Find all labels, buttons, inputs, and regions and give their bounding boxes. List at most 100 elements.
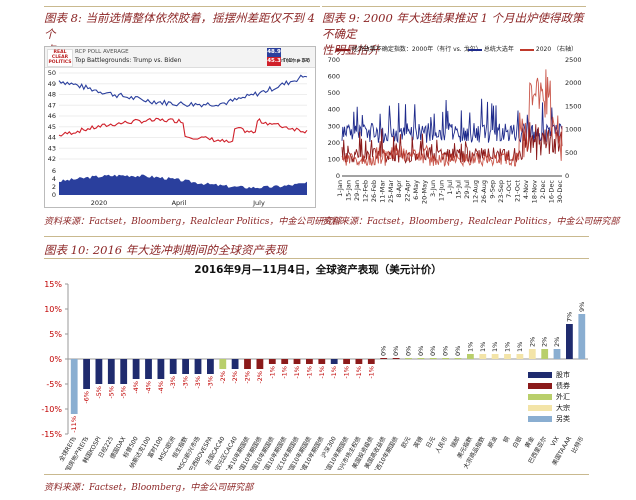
rcp-poll-panel: REAL CLEAR POLITICS RCP POLL AVERAGE Top… — [44, 46, 316, 208]
rcp-y-tick: 43 — [48, 144, 56, 152]
bar — [95, 359, 103, 384]
eu-y-right-tick: 500 — [565, 149, 577, 157]
rcp-heading: RCP POLL AVERAGE — [75, 49, 129, 55]
bar-value-label: -1% — [330, 366, 338, 379]
bar-value-label: -6% — [83, 391, 91, 404]
eu-y-left-tick: 700 — [328, 56, 340, 64]
bar-value-label: -1% — [268, 366, 276, 379]
legend-swatch-fx — [528, 394, 552, 400]
biden-label: Biden (D) +3.6 — [269, 58, 311, 64]
spread-area — [59, 174, 307, 195]
bar-value-label: -2% — [244, 371, 252, 384]
fig10-top-rule — [44, 236, 589, 237]
bar — [367, 359, 375, 364]
eu-x-tick: 16-Dec — [548, 180, 556, 204]
legend-label-alt: 另类 — [556, 415, 570, 423]
bar — [417, 358, 425, 359]
rcp-panel-header: REAL CLEAR POLITICS RCP POLL AVERAGE Top… — [45, 47, 315, 68]
legend-fx: 外汇 — [528, 392, 570, 403]
eu-x-tick: 6-May — [412, 180, 420, 200]
bar — [491, 354, 499, 359]
legend-label-bond: 债券 — [556, 382, 570, 390]
rcp-y-tick: 50 — [48, 69, 56, 77]
bar-chart-title: 2016年9月—11月4日，全球资产表现（美元计价） — [194, 264, 442, 276]
rcp-spread-y-tick: 4 — [52, 175, 56, 183]
eu-x-tick: 29-Jan — [353, 180, 361, 201]
eu-x-tick: 21-Oct — [514, 180, 522, 202]
legend-label-equity: 股市 — [556, 371, 570, 379]
legend-label-3: 2020 （右轴） — [535, 46, 578, 53]
eu-x-tick: 3-Jun — [429, 180, 437, 197]
bar-y-tick: 0% — [49, 355, 62, 364]
bar-value-label: -4% — [144, 381, 152, 394]
bar-value-label: -2% — [256, 371, 264, 384]
eu-y-left-tick: 400 — [328, 106, 340, 114]
bar-value-label: 1% — [491, 342, 499, 352]
bar-value-label: -3% — [169, 376, 177, 389]
fig9-legend-item-3: 2020 （右轴） — [520, 44, 577, 53]
bar — [293, 359, 301, 364]
bar — [70, 359, 78, 414]
bar — [467, 354, 474, 359]
eu-x-tick: 23-Sep — [497, 180, 505, 203]
bar-y-tick: 15% — [44, 280, 62, 289]
bar — [578, 314, 586, 359]
bar-value-label: 0% — [392, 346, 400, 356]
eu-x-tick: 1-Jul — [446, 180, 454, 195]
bar-value-label: -1% — [281, 366, 289, 379]
fig9-legend-item-2: 总统大选年 — [468, 44, 514, 53]
eu-x-tick: 8-Apr — [395, 180, 403, 198]
bar-y-tick: 5% — [49, 330, 62, 339]
biden-poll-line — [58, 74, 308, 108]
legend-label-2: 总统大选年 — [483, 46, 514, 53]
bar-category-label: 原油 — [486, 435, 499, 449]
legend-label-1: 经济政策不确定指数：2000年（有行 vs. 戈尔） — [351, 46, 482, 53]
eu-x-tick: 17-Jun — [438, 180, 446, 201]
eu-x-tick: 15-Jul — [454, 180, 462, 199]
bar-value-label: -4% — [157, 381, 165, 394]
bar — [429, 358, 437, 359]
fig10-source: 资料来源：Factset，Bloomberg，中金公司研究部 — [44, 483, 254, 493]
bar-value-label: -1% — [318, 366, 326, 379]
legend-swatch-bond — [528, 383, 552, 389]
bar — [355, 359, 363, 364]
fig8-title-line1: 图表 8: 当前选情整体依然胶着，摇摆州差距仅不到 4 个 — [44, 11, 315, 41]
bar — [541, 349, 549, 359]
bar-value-label: 0% — [380, 346, 388, 356]
legend-bond: 债券 — [528, 381, 570, 392]
eu-y-left-tick: 100 — [328, 155, 340, 163]
bar — [194, 359, 202, 374]
eu-y-left-tick: 200 — [328, 139, 340, 147]
bar-value-label: -4% — [132, 381, 140, 394]
eu-y-left-tick: 300 — [328, 122, 340, 130]
bar-category-label: VIX — [550, 436, 561, 448]
bar-category-label: 铜 — [501, 435, 511, 444]
legend-swatch-1 — [336, 48, 350, 51]
fig9-title-line1: 图表 9: 2000 年大选结果推迟 1 个月出炉使得政策不确定 — [322, 11, 584, 41]
rcp-spread-y-tick: 0 — [52, 191, 56, 199]
bar-y-tick: -5% — [46, 380, 62, 389]
bar-category-label: 比特币 — [570, 435, 586, 455]
bar-value-label: -1% — [293, 366, 301, 379]
eu-x-tick: 11-Mar — [378, 180, 386, 203]
trump-value: 45.3 — [267, 57, 281, 66]
bar — [231, 359, 239, 369]
bar — [343, 359, 350, 364]
legend-swatch-commodity — [528, 405, 552, 411]
legend-swatch-equity — [528, 372, 552, 378]
eu-y-right-tick: 2500 — [565, 56, 582, 64]
rcp-subtitle: Top Battlegrounds: Trump vs. Biden — [75, 57, 182, 64]
rcp-legend-biden: 48.9Biden (D) +3.6 — [267, 48, 315, 64]
bar-value-label: 0% — [429, 346, 437, 356]
rcp-spread-y-tick: 2 — [52, 183, 56, 191]
fig10-title-rule — [44, 258, 589, 259]
bar — [120, 359, 128, 384]
eu-x-tick: 22-Apr — [404, 180, 412, 202]
legend-label-commodity: 大宗 — [556, 404, 570, 412]
fig9-source: 资料来源：Factset，Bloomberg，Realclear Politic… — [322, 217, 620, 227]
bar-value-label: 1% — [504, 342, 512, 352]
bar — [157, 359, 165, 379]
legend-swatch-3 — [520, 48, 534, 51]
bar — [306, 359, 313, 364]
